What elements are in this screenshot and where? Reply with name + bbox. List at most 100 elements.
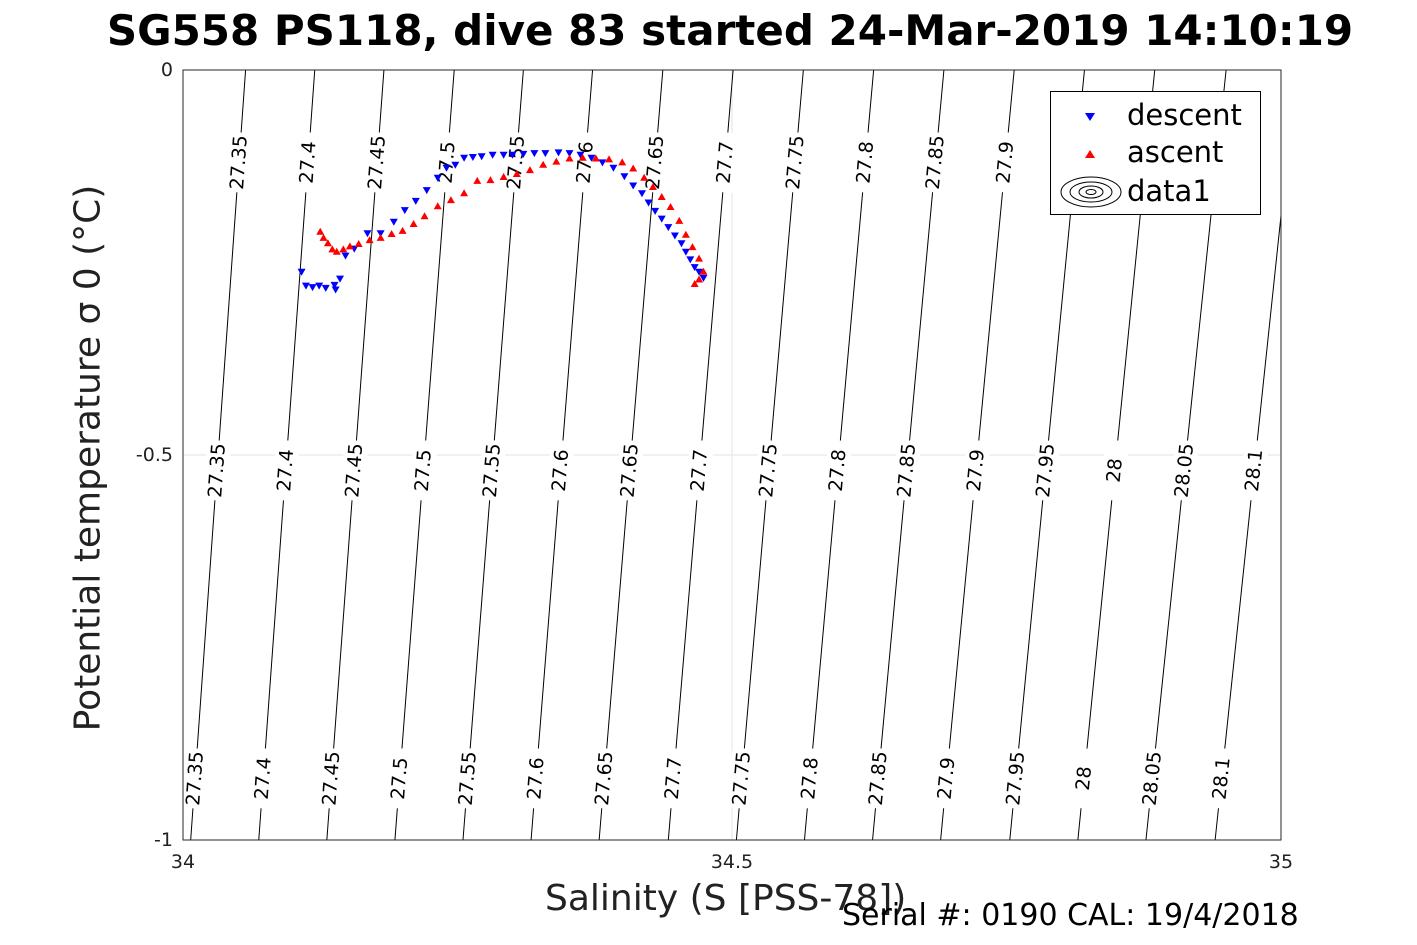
contour-label-gap [710, 131, 740, 194]
contour-label-gap [317, 747, 346, 810]
contour-label-gap [1000, 747, 1031, 810]
descent-point [433, 174, 442, 182]
ascent-point [591, 154, 600, 162]
contour-label-gap [1069, 747, 1099, 810]
data-points [297, 149, 708, 294]
ascent-point [345, 242, 354, 250]
ascent-point [339, 245, 348, 253]
descent-point [308, 284, 317, 292]
contour-label: 27.65 [617, 442, 643, 498]
ascent-point [666, 203, 675, 211]
descent-point [677, 240, 686, 248]
contour-label-gap [362, 131, 392, 194]
ascent-point [552, 157, 561, 165]
ascent-point [695, 254, 704, 262]
contour-label-gap [640, 131, 670, 194]
contour-label: 27.55 [503, 134, 529, 190]
contour-label: 27.9 [934, 756, 960, 800]
descent-point [301, 282, 310, 290]
contour-label-gap [340, 439, 369, 502]
ascent-point [473, 176, 482, 184]
x-tick-label: 34.5 [710, 851, 754, 873]
contour-label-gap [850, 131, 880, 194]
contour-label: 27.65 [642, 134, 668, 190]
descent-point [411, 197, 420, 205]
descent-point [686, 256, 695, 264]
contour-label-gap [180, 747, 210, 810]
y-tick-label: -0.5 [135, 444, 173, 466]
contour-label-gap [863, 747, 893, 810]
serial-cal-info: Serial #: 0190 CAL: 19/4/2018 [842, 898, 1299, 933]
contour-label: 27.6 [523, 756, 548, 800]
contour-label-gap [1137, 747, 1168, 810]
descent-point [629, 182, 638, 190]
contour-label: 27.8 [797, 756, 823, 800]
ascent-point [578, 153, 587, 161]
ascent-point [420, 212, 429, 220]
legend-item-descent: descent [1127, 98, 1242, 132]
ascent-point [332, 247, 341, 255]
ascent-point [675, 216, 684, 224]
contour-label-gap [570, 131, 600, 194]
contour-label: 27.45 [341, 442, 367, 498]
contour-label-gap [589, 747, 619, 810]
contour-label: 27.7 [687, 448, 712, 492]
contour-label: 27.35 [226, 134, 252, 190]
ascent-point [328, 245, 337, 253]
descent-point [336, 275, 345, 283]
descent-point [331, 286, 340, 294]
contour-label-gap [293, 131, 323, 194]
descent-point [609, 164, 618, 172]
descent-point [670, 232, 679, 240]
contour-label-gap [409, 439, 438, 502]
contour-label-gap [684, 439, 714, 502]
contour-label-gap [385, 747, 414, 810]
contour-line [1214, 215, 1282, 841]
ascent-marker-icon [1085, 150, 1095, 158]
ascent-point [648, 183, 657, 191]
contour-label-gap [1030, 439, 1061, 502]
contour-label-gap [659, 747, 688, 810]
contour-label: 27.55 [479, 442, 505, 498]
contour-label-gap [990, 131, 1021, 194]
ascent-point [605, 155, 614, 163]
contour-label-gap [920, 131, 951, 194]
descent-point [376, 230, 385, 238]
x-axis-label: Salinity (S [PSS-78]) [545, 878, 907, 919]
ascent-point [688, 243, 697, 251]
contour-label-gap [780, 131, 810, 194]
contour-label-gap [1099, 439, 1130, 502]
ascent-point [512, 169, 521, 177]
ascent-point [525, 166, 534, 174]
descent-point [637, 190, 646, 198]
descent-marker-icon [1085, 113, 1095, 121]
descent-point [530, 150, 539, 158]
descent-point [587, 154, 596, 162]
contour-label: 27.9 [992, 140, 1018, 184]
descent-point [442, 164, 451, 172]
ascent-point [316, 227, 325, 235]
descent-point [620, 173, 629, 181]
contour-label: 27.75 [782, 134, 809, 190]
contour-label-gap [615, 439, 645, 502]
contour-label-gap [453, 747, 483, 810]
descent-point [565, 150, 574, 158]
contour-label-gap [249, 747, 278, 810]
contour-label: 27.9 [963, 448, 989, 492]
contour-label: 27.85 [893, 442, 920, 498]
legend-item-data1: data1 [1127, 174, 1211, 208]
descent-point [519, 150, 528, 158]
contour-label-gap [202, 439, 232, 502]
contour-label: 27.65 [591, 750, 617, 806]
ascent-point [446, 196, 455, 204]
contour-label: 27.95 [1002, 750, 1029, 806]
ascent-point [409, 220, 418, 227]
contour-label-gap [931, 747, 962, 810]
ascent-point [640, 173, 649, 181]
contour-label-gap [521, 747, 551, 810]
ascent-point [657, 193, 666, 201]
contour-label: 28.1 [1241, 448, 1267, 492]
ascent-point [539, 160, 548, 168]
ascent-point [695, 275, 704, 283]
contour-label-gap [501, 131, 531, 194]
